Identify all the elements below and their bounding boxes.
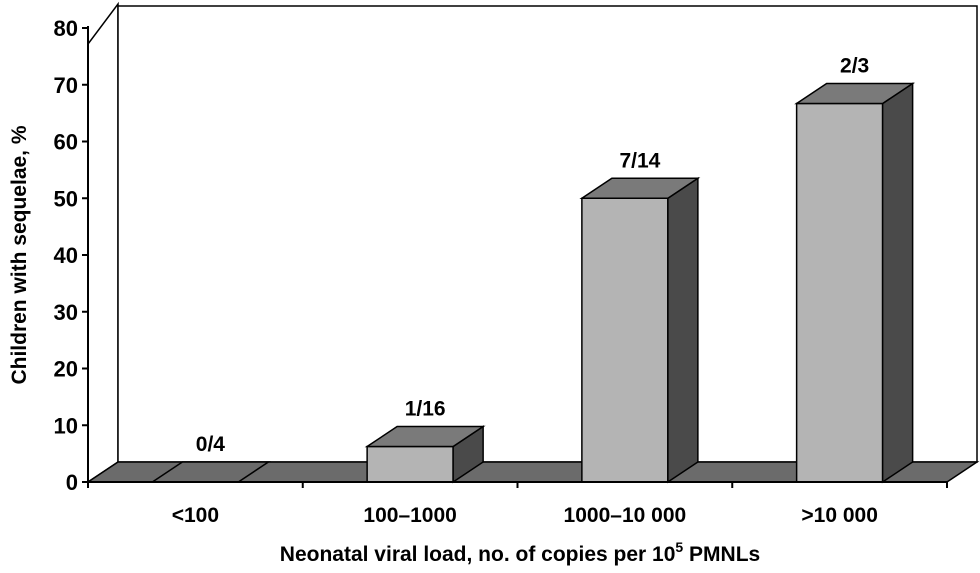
bar-front: [366, 445, 454, 483]
bar: 2/3: [794, 54, 916, 484]
side-wall: [87, 1, 119, 484]
x-axis-title-superscript: 5: [675, 539, 683, 555]
y-tick-label: 10: [54, 413, 78, 438]
y-axis-title: Children with sequelae, %: [8, 125, 31, 384]
data-label: 2/3: [840, 54, 869, 77]
y-tick-label: 0: [66, 470, 78, 495]
bar-top: [579, 177, 701, 199]
x-axis-title-main: Neonatal viral load, no. of copies per 1…: [280, 543, 676, 566]
bar-top: [364, 425, 486, 448]
data-label: 1/16: [405, 398, 446, 421]
bar: 1/16: [364, 398, 486, 484]
bar: 0/4: [149, 433, 271, 483]
x-tick-label: 1000–10 000: [564, 504, 687, 527]
data-label: 7/14: [619, 149, 660, 172]
bar-front: [581, 197, 669, 483]
y-tick-label: 50: [54, 186, 78, 211]
y-tick-label: 70: [54, 73, 78, 98]
y-tick-label: 60: [54, 130, 78, 155]
data-label: 0/4: [196, 433, 226, 456]
bar-front: [795, 102, 884, 483]
bar-top: [794, 82, 916, 105]
y-tick-label: 80: [54, 16, 78, 41]
x-axis-title: Neonatal viral load, no. of copies per 1…: [280, 539, 760, 566]
x-tick-label: 100–1000: [363, 504, 456, 527]
y-tick-label: 30: [54, 300, 78, 325]
x-tick-label: >10 000: [801, 504, 878, 527]
x-axis: <100 100–1000 1000–10 000 >10 000: [87, 481, 948, 527]
y-tick-label: 40: [54, 243, 78, 268]
y-tick-label: 20: [54, 357, 78, 382]
x-tick-label: <100: [172, 504, 219, 527]
bar: 7/14: [579, 149, 701, 484]
y-axis: 0 10 20 30 40 50 60 70 80: [54, 16, 89, 495]
bar-side: [881, 82, 914, 484]
x-axis-title-suffix: PMNLs: [683, 543, 760, 566]
bar-side: [667, 176, 699, 484]
